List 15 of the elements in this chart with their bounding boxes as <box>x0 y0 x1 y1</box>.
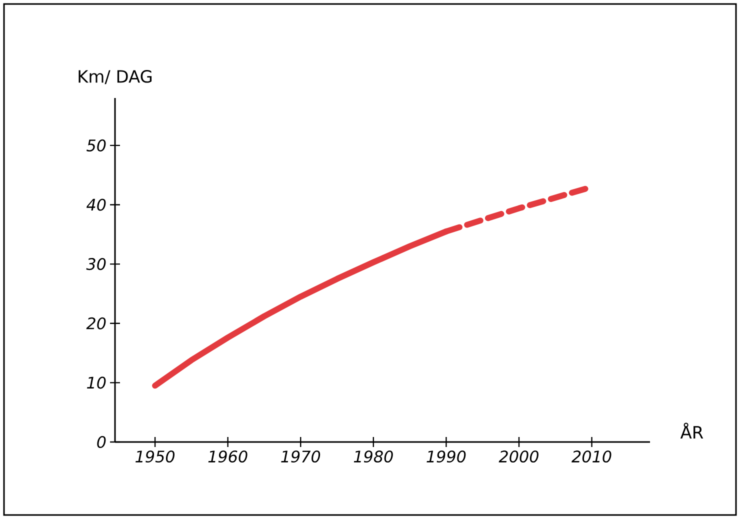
x-axis-title: ÅR <box>680 422 704 438</box>
x-tick-label: 1970 <box>281 450 320 463</box>
y-tick-label: 0 <box>97 436 106 448</box>
x-tick-label: 1990 <box>426 450 466 463</box>
y-axis-title: Km/ DAG <box>78 70 152 84</box>
y-tick-label: 30 <box>86 258 106 270</box>
x-tick-label: 2000 <box>498 450 538 463</box>
y-tick-label: 40 <box>86 198 106 211</box>
x-tick-label: 1950 <box>136 450 175 463</box>
y-tick-label: 20 <box>86 317 106 330</box>
x-tick-label: 1980 <box>354 450 393 463</box>
x-tick-label: 1960 <box>208 450 248 463</box>
x-tick-label: 2010 <box>572 450 612 463</box>
y-tick-label: 10 <box>87 376 106 389</box>
y-tick-label: 50 <box>86 139 106 152</box>
